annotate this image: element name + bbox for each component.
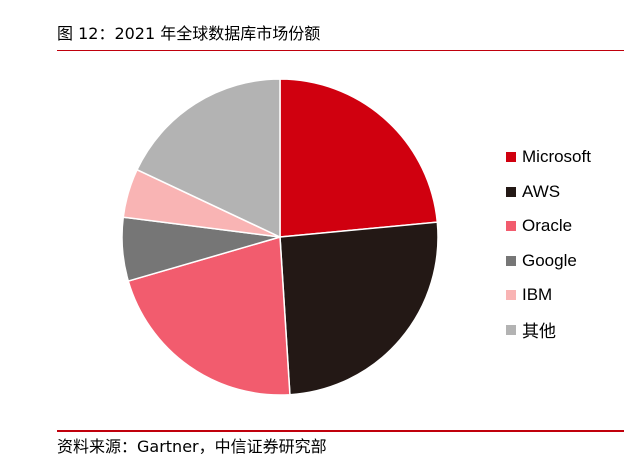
pie-chart — [121, 78, 439, 396]
legend-swatch — [506, 186, 516, 197]
legend-label: Microsoft — [522, 147, 591, 167]
legend-label: IBM — [522, 285, 553, 305]
chart-legend: Microsoft AWS Oracle Google IBM 其他 — [506, 140, 631, 347]
legend-label: Google — [522, 250, 577, 270]
chart-title: 图 12：2021 年全球数据库市场份额 — [57, 24, 321, 43]
legend-item-1: AWS — [506, 175, 631, 210]
legend-item-5: 其他 — [506, 313, 631, 348]
legend-label: 其他 — [522, 322, 556, 342]
source-divider — [57, 430, 624, 432]
legend-item-4: IBM — [506, 278, 631, 313]
legend-swatch — [506, 152, 516, 163]
legend-label: AWS — [522, 181, 561, 201]
legend-label: Oracle — [522, 216, 573, 236]
legend-item-3: Google — [506, 244, 631, 279]
pie-slice-5 — [136, 78, 281, 239]
title-bar: 图 12：2021 年全球数据库市场份额 — [57, 24, 624, 51]
legend-item-0: Microsoft — [506, 140, 631, 175]
legend-swatch — [506, 255, 516, 266]
pie-slice-2 — [127, 236, 291, 396]
pie-slices — [121, 78, 439, 396]
legend-swatch — [506, 221, 516, 232]
legend-swatch — [506, 290, 516, 301]
legend-item-2: Oracle — [506, 209, 631, 244]
legend-swatch — [506, 324, 516, 335]
source-note: 资料来源：Gartner，中信证券研究部 — [57, 437, 327, 456]
pie-slice-0 — [279, 78, 439, 238]
pie-slice-1 — [279, 221, 439, 396]
